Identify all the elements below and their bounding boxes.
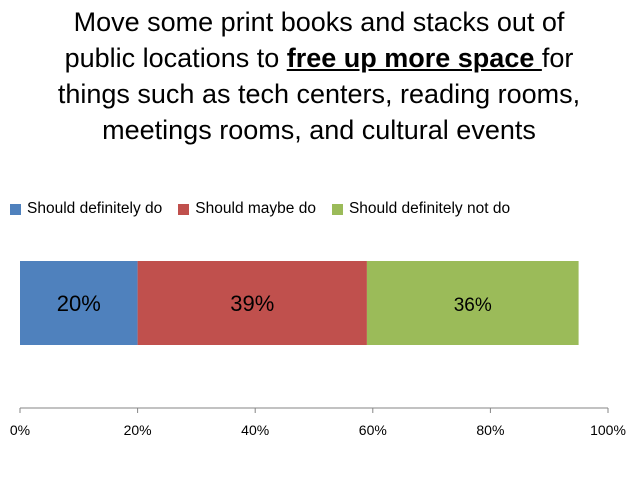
legend-swatch: [331, 203, 343, 215]
legend-label: Should maybe do: [195, 200, 316, 217]
chart-title-text: Move some print books and stacks out of: [73, 7, 565, 37]
x-tick-label: 0%: [10, 422, 30, 438]
x-tick-label: 20%: [124, 422, 152, 438]
legend-item: Should maybe do: [178, 200, 316, 218]
legend-label: Should definitely do: [27, 200, 163, 217]
bar-segment: [20, 261, 138, 345]
bar-segment: [366, 261, 579, 345]
bar-data-label: 39%: [230, 291, 274, 316]
chart-title-line: public locations to free up more space f…: [0, 40, 638, 76]
chart-title-text: for: [541, 43, 574, 73]
legend-label: Should definitely not do: [348, 200, 511, 217]
bar-data-label: 36%: [454, 295, 492, 316]
x-tick-label: 40%: [241, 422, 269, 438]
chart-title-text: meetings rooms, and cultural events: [102, 115, 536, 145]
chart-title-line: meetings rooms, and cultural events: [0, 112, 638, 148]
x-tick-label: 100%: [590, 422, 626, 438]
x-tick-label: 60%: [359, 422, 387, 438]
chart-title-emphasis: free up more space: [286, 43, 542, 73]
chart-title-line: things such as tech centers, reading roo…: [0, 76, 638, 112]
chart-title-text: things such as tech centers, reading roo…: [57, 79, 581, 109]
bar-data-label: 20%: [57, 291, 101, 316]
legend-item: Should definitely not do: [331, 200, 511, 218]
chart-title: Move some print books and stacks out of p…: [0, 4, 638, 148]
chart-legend: Should definitely do Should maybe do Shoul…: [10, 199, 526, 219]
legend-swatch: [10, 203, 21, 215]
x-tick-label: 80%: [476, 422, 504, 438]
legend-swatch: [178, 203, 190, 215]
chart-title-line: Move some print books and stacks out of: [0, 4, 638, 40]
legend-item: Should definitely do: [10, 200, 162, 218]
chart-title-text: public locations to: [64, 43, 287, 73]
bar-segment: [137, 261, 367, 345]
